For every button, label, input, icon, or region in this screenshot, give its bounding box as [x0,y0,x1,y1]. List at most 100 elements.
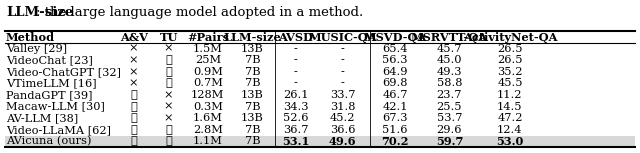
Text: 7B: 7B [244,102,260,112]
Text: ×: × [164,113,173,123]
Text: TU: TU [159,32,178,43]
Text: A&V: A&V [120,32,148,43]
Text: 11.2: 11.2 [497,90,523,100]
Text: 25M: 25M [195,55,221,65]
Text: 26.5: 26.5 [497,44,523,54]
Text: 67.3: 67.3 [383,113,408,123]
Text: PandaGPT [39]: PandaGPT [39] [6,90,92,100]
Bar [4,136,636,147]
Text: 51.6: 51.6 [383,125,408,135]
Text: ✓: ✓ [165,67,172,77]
Text: -: - [294,67,298,77]
Text: 64.9: 64.9 [383,67,408,77]
Text: ×: × [129,67,138,77]
Text: 128M: 128M [191,90,225,100]
Text: ×: × [164,90,173,100]
Text: ✓: ✓ [165,78,172,88]
Text: 45.2: 45.2 [330,113,355,123]
Text: 0.3M: 0.3M [193,102,223,112]
Text: 45.0: 45.0 [436,55,462,65]
Text: VideoChat [23]: VideoChat [23] [6,55,93,65]
Text: 36.6: 36.6 [330,125,355,135]
Text: ✓: ✓ [165,55,172,65]
Text: 46.7: 46.7 [383,90,408,100]
Text: VTimeLLM [16]: VTimeLLM [16] [6,78,97,88]
Text: MSVD-QA: MSVD-QA [364,32,427,43]
Text: 59.7: 59.7 [436,136,463,147]
Text: ✓: ✓ [165,125,172,135]
Text: ✓: ✓ [165,136,172,146]
Text: 35.2: 35.2 [497,67,523,77]
Text: -: - [340,78,344,88]
Text: -: - [340,67,344,77]
Text: 34.3: 34.3 [283,102,308,112]
Text: MUSIC-QA: MUSIC-QA [308,32,377,43]
Text: 25.5: 25.5 [436,102,462,112]
Text: #Pairs: #Pairs [187,32,229,43]
Text: 7B: 7B [244,125,260,135]
Text: ✓: ✓ [130,90,137,100]
Text: 49.6: 49.6 [329,136,356,147]
Text: ×: × [129,44,138,54]
Text: ×: × [164,44,173,54]
Text: 47.2: 47.2 [497,113,523,123]
Text: 70.2: 70.2 [381,136,409,147]
Text: ×: × [164,102,173,112]
Text: 7B: 7B [244,67,260,77]
Text: 7B: 7B [244,55,260,65]
Text: 0.7M: 0.7M [193,78,223,88]
Text: 53.0: 53.0 [496,136,524,147]
Text: LLM-size: LLM-size [6,6,74,19]
Text: Method: Method [6,32,55,43]
Text: ✓: ✓ [130,113,137,123]
Text: 7B: 7B [244,78,260,88]
Text: 56.3: 56.3 [383,55,408,65]
Text: ActivityNet-QA: ActivityNet-QA [463,32,557,43]
Text: 2.8M: 2.8M [193,125,223,135]
Text: -: - [340,55,344,65]
Text: 53.7: 53.7 [436,113,462,123]
Text: 13B: 13B [241,113,264,123]
Text: ✓: ✓ [130,102,137,112]
Text: 13B: 13B [241,90,264,100]
Text: -: - [294,44,298,54]
Text: 13B: 13B [241,44,264,54]
Text: 26.1: 26.1 [283,90,308,100]
Text: 29.6: 29.6 [436,125,462,135]
Text: 14.5: 14.5 [497,102,523,112]
Text: ✓: ✓ [130,136,137,146]
Text: AVSD: AVSD [278,32,313,43]
Text: 0.9M: 0.9M [193,67,223,77]
Text: LLM-size: LLM-size [223,32,282,43]
Text: 53.1: 53.1 [282,136,309,147]
Text: 33.7: 33.7 [330,90,355,100]
Text: 1.5M: 1.5M [193,44,223,54]
Text: -: - [294,78,298,88]
Text: 7B: 7B [244,136,260,146]
Text: 69.8: 69.8 [383,78,408,88]
Text: 36.7: 36.7 [283,125,308,135]
Text: 12.4: 12.4 [497,125,523,135]
Text: -: - [340,44,344,54]
Text: 26.5: 26.5 [497,55,523,65]
Text: Macaw-LLM [30]: Macaw-LLM [30] [6,102,105,112]
Text: ×: × [129,55,138,65]
Text: 45.5: 45.5 [497,78,523,88]
Text: MSRVTT-QA: MSRVTT-QA [411,32,488,43]
Text: ✓: ✓ [130,125,137,135]
Text: 65.4: 65.4 [383,44,408,54]
Text: 52.6: 52.6 [283,113,308,123]
Text: : the large language model adopted in a method.: : the large language model adopted in a … [36,6,364,19]
Text: 1.6M: 1.6M [193,113,223,123]
Text: 45.7: 45.7 [436,44,462,54]
Text: Valley [29]: Valley [29] [6,44,67,54]
Text: 49.3: 49.3 [436,67,462,77]
Text: 31.8: 31.8 [330,102,355,112]
Text: 23.7: 23.7 [436,90,462,100]
Text: ×: × [129,78,138,88]
Text: AVicuna (ours): AVicuna (ours) [6,136,92,146]
Text: 42.1: 42.1 [383,102,408,112]
Text: 1.1M: 1.1M [193,136,223,146]
Text: Video-LLaMA [62]: Video-LLaMA [62] [6,125,111,135]
Text: Video-ChatGPT [32]: Video-ChatGPT [32] [6,67,121,77]
